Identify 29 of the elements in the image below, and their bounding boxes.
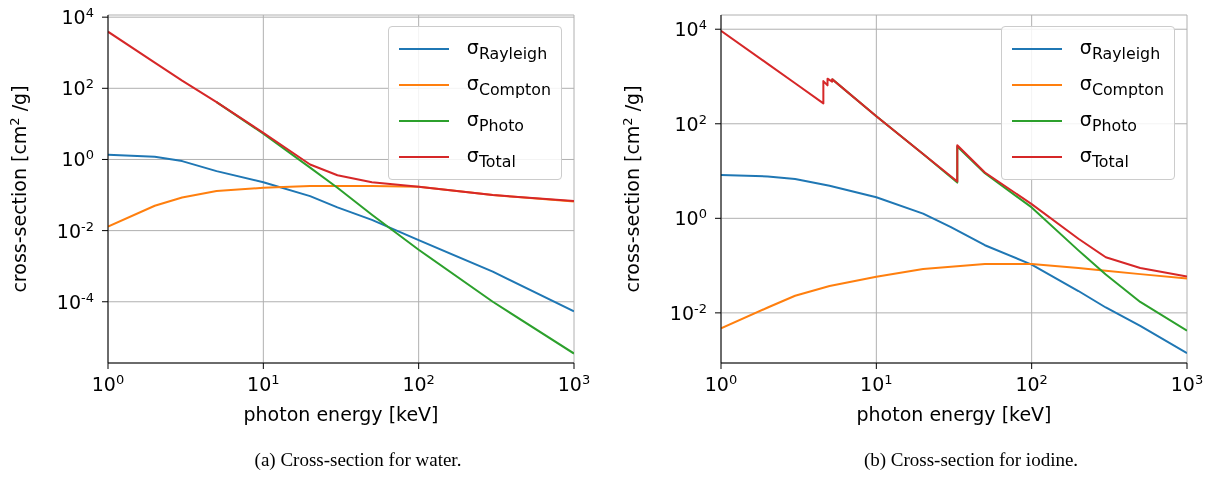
- legend-label: σ$_{Rayleigh}$: [466, 35, 548, 63]
- y-tick-label: 10$^{-2}$: [56, 218, 94, 242]
- legend-label: σ$_{Rayleigh}$: [1079, 35, 1161, 63]
- legend-label: σ$_{Compton}$: [1079, 71, 1164, 99]
- y-tick-label: 10$^{0}$: [674, 205, 707, 230]
- y-tick-label: 10$^{0}$: [61, 146, 94, 171]
- x-tick-label: 10$^{0}$: [91, 371, 125, 395]
- legend-label: σ$_{Photo}$: [466, 107, 525, 135]
- legend-label: σ$_{Total}$: [1079, 143, 1129, 171]
- text: (a) Cross-section for water.: [253, 449, 463, 471]
- y-tick-label: 10$^{4}$: [61, 4, 94, 29]
- x-tick-label: 10$^{0}$: [704, 371, 738, 395]
- text: (b) Cross-section for iodine.: [862, 449, 1080, 471]
- x-tick-label: 10$^{3}$: [1170, 371, 1204, 395]
- x-tick-label: 10$^{2}$: [1015, 371, 1048, 395]
- x-axis-title: photon energy [keV]: [856, 403, 1052, 425]
- y-tick-label: 10$^{-4}$: [56, 289, 94, 313]
- y-tick-label: 10$^{-2}$: [669, 300, 707, 324]
- y-tick-label: 10$^{2}$: [674, 111, 707, 135]
- x-tick-label: 10$^{1}$: [860, 371, 893, 395]
- legend-label: σ$_{Compton}$: [466, 71, 551, 99]
- legend-label: σ$_{Photo}$: [1079, 107, 1138, 135]
- y-tick-label: 10$^{4}$: [674, 16, 707, 41]
- legend-label: σ$_{Total}$: [466, 143, 516, 171]
- x-tick-label: 10$^{2}$: [402, 371, 435, 395]
- x-tick-label: 10$^{3}$: [557, 371, 591, 395]
- x-tick-label: 10$^{1}$: [247, 371, 280, 395]
- x-axis-title: photon energy [keV]: [243, 403, 439, 425]
- y-tick-label: 10$^{2}$: [61, 75, 94, 100]
